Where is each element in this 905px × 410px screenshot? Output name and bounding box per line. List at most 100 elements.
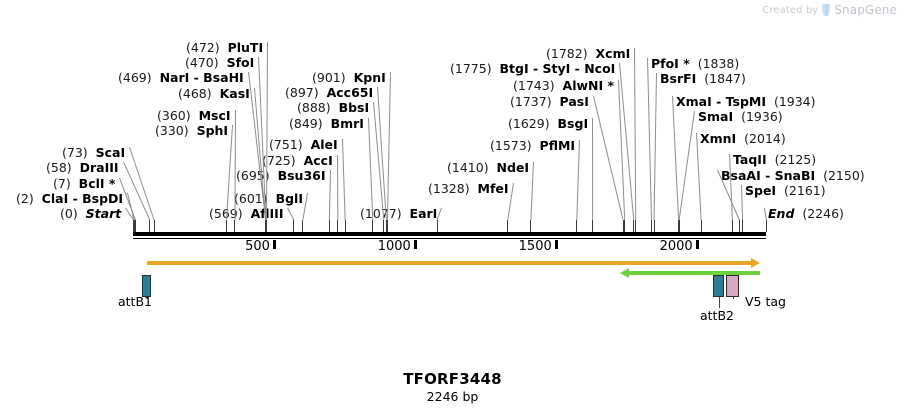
feature-box-v5-tag[interactable] (726, 275, 739, 297)
restriction-site-label[interactable]: (330) SphI (155, 124, 228, 137)
site-position: (58) (46, 160, 72, 175)
site-enzyme-name: SfoI (226, 55, 255, 70)
restriction-site-label[interactable]: PfoI * (1838) (651, 57, 739, 70)
site-position: (470) (185, 55, 219, 70)
restriction-site-label[interactable]: (360) MscI (157, 109, 231, 122)
site-enzyme-name: Acc65I (326, 85, 374, 100)
site-position: (2014) (744, 131, 786, 146)
cut-site-tick (766, 220, 767, 232)
cut-site-tick (701, 220, 702, 232)
restriction-site-label[interactable]: End (2246) (768, 207, 844, 220)
cut-site-tick (302, 220, 303, 232)
restriction-site-label[interactable]: (7) BclI * (53, 177, 115, 190)
cut-site-tick (226, 220, 227, 232)
feature-leader-line (147, 297, 148, 299)
site-leader-line (741, 184, 744, 220)
restriction-site-label[interactable]: (849) BmrI (289, 117, 364, 130)
site-position: (601) (234, 191, 268, 206)
site-enzyme-name: KasI (219, 86, 250, 101)
restriction-site-label[interactable]: (601) BglI (234, 192, 303, 205)
restriction-site-label[interactable]: (569) AflIII (209, 207, 283, 220)
site-position: (1847) (704, 71, 746, 86)
site-leader-line (634, 47, 637, 220)
site-position: (2) (16, 191, 34, 206)
site-leader-line (368, 117, 374, 221)
restriction-site-label[interactable]: (695) Bsu36I (236, 169, 326, 182)
site-enzyme-name: PasI (559, 94, 589, 109)
restriction-site-label[interactable]: (2) ClaI - BspDI (16, 192, 123, 205)
cut-site-tick (732, 220, 733, 232)
restriction-site-label[interactable]: (897) Acc65I (285, 86, 373, 99)
axis-tick-label: 2000 (659, 239, 693, 254)
watermark-brand: SnapGene (834, 3, 897, 17)
site-position: (0) (60, 206, 78, 221)
site-enzyme-name: KpnI (353, 70, 386, 85)
feature-box-attb2[interactable] (713, 275, 724, 297)
restriction-site-label[interactable]: (725) AccI (262, 154, 333, 167)
restriction-site-label[interactable]: (1410) NdeI (447, 161, 529, 174)
site-leader-line (302, 192, 308, 221)
feature-arrowhead-reverse-arrow (620, 268, 629, 278)
cut-site-tick (624, 220, 625, 232)
site-position: (330) (155, 123, 189, 138)
axis-tick (272, 240, 276, 249)
feature-label: attB2 (700, 308, 734, 323)
cut-site-tick (234, 220, 235, 232)
site-position: (7) (53, 176, 71, 191)
restriction-site-label[interactable]: XmaI - TspMI (1934) (676, 95, 816, 108)
cut-site-tick (635, 220, 636, 232)
cut-site-tick (337, 220, 338, 232)
site-enzyme-name: BglI (275, 191, 303, 206)
site-position: (1775) (450, 61, 492, 76)
site-position: (1782) (546, 46, 588, 61)
restriction-site-label[interactable]: (472) PluTI (186, 41, 263, 54)
restriction-site-label[interactable]: (751) AleI (269, 138, 338, 151)
cut-site-tick (265, 220, 266, 232)
restriction-site-label[interactable]: (1775) BtgI - StyI - NcoI (450, 62, 615, 75)
feature-arrow-orf-arrow[interactable] (147, 261, 751, 265)
restriction-site-label[interactable]: (58) DraIII (46, 161, 119, 174)
restriction-site-label[interactable]: XmnI (2014) (700, 132, 786, 145)
restriction-site-label[interactable]: (888) BbsI (297, 101, 369, 114)
snapgene-watermark: Created by SnapGene (762, 3, 897, 17)
restriction-site-label[interactable]: BsrFI (1847) (660, 72, 746, 85)
feature-box-attb1[interactable] (142, 275, 151, 297)
restriction-site-label[interactable]: (470) SfoI (185, 56, 254, 69)
cut-site-tick (678, 220, 679, 232)
site-position: (2246) (802, 206, 844, 221)
cut-site-tick (266, 220, 267, 232)
restriction-site-label[interactable]: (1629) BsgI (508, 117, 588, 130)
restriction-site-label[interactable]: (1077) EarI (360, 207, 437, 220)
site-enzyme-name: Start (85, 206, 122, 221)
site-leader-line (287, 207, 295, 221)
cut-site-tick (329, 220, 330, 232)
restriction-site-label[interactable]: (1328) MfeI (428, 182, 509, 195)
cut-site-tick (654, 220, 655, 232)
restriction-site-label[interactable]: SpeI (2161) (745, 184, 826, 197)
site-position: (1410) (447, 160, 489, 175)
site-enzyme-name: EarI (409, 206, 438, 221)
feature-arrow-reverse-arrow[interactable] (629, 271, 760, 275)
site-position: (1934) (773, 94, 816, 109)
restriction-site-label[interactable]: (1573) PflMI (490, 139, 575, 152)
restriction-site-label[interactable]: (1737) PasI (510, 95, 589, 108)
site-leader-line (386, 71, 391, 221)
restriction-site-label[interactable]: (469) NarI - BsaHI (118, 71, 244, 84)
restriction-site-label[interactable]: (0) Start (60, 207, 121, 220)
restriction-site-label[interactable]: TaqII (2125) (733, 153, 816, 166)
restriction-site-label[interactable]: (1743) AlwNI * (513, 79, 614, 92)
axis-tick (413, 240, 417, 249)
cut-site-tick (651, 220, 652, 232)
restriction-site-label[interactable]: (73) ScaI (62, 146, 125, 159)
site-enzyme-name: End (768, 206, 795, 221)
site-position: (1573) (490, 138, 532, 153)
site-enzyme-name: XcmI (595, 46, 631, 61)
restriction-site-label[interactable]: SmaI (1936) (698, 110, 783, 123)
restriction-site-label[interactable]: (901) KpnI (312, 71, 386, 84)
site-leader-line (337, 154, 339, 221)
restriction-site-label[interactable]: BsaAI - SnaBI (2150) (721, 169, 865, 182)
site-enzyme-name: BtgI - StyI - NcoI (499, 61, 616, 76)
restriction-site-label[interactable]: (468) KasI (178, 87, 250, 100)
restriction-site-label[interactable]: (1782) XcmI (546, 47, 630, 60)
